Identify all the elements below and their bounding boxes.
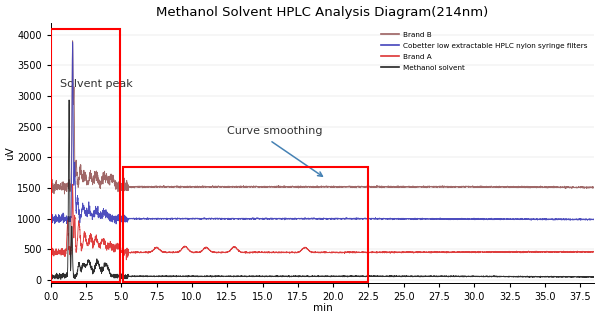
- Bar: [123, 167, 368, 282]
- X-axis label: min: min: [313, 303, 332, 314]
- Text: Solvent peak: Solvent peak: [60, 79, 133, 89]
- Y-axis label: uV: uV: [5, 146, 16, 160]
- Bar: [51, 29, 121, 282]
- Text: Curve smoothing: Curve smoothing: [227, 126, 323, 136]
- Title: Methanol Solvent HPLC Analysis Diagram(214nm): Methanol Solvent HPLC Analysis Diagram(2…: [157, 5, 489, 19]
- Legend: Brand B, Cobetter low extractable HPLC nylon syringe filters, Brand A, Methanol : Brand B, Cobetter low extractable HPLC n…: [379, 29, 590, 74]
